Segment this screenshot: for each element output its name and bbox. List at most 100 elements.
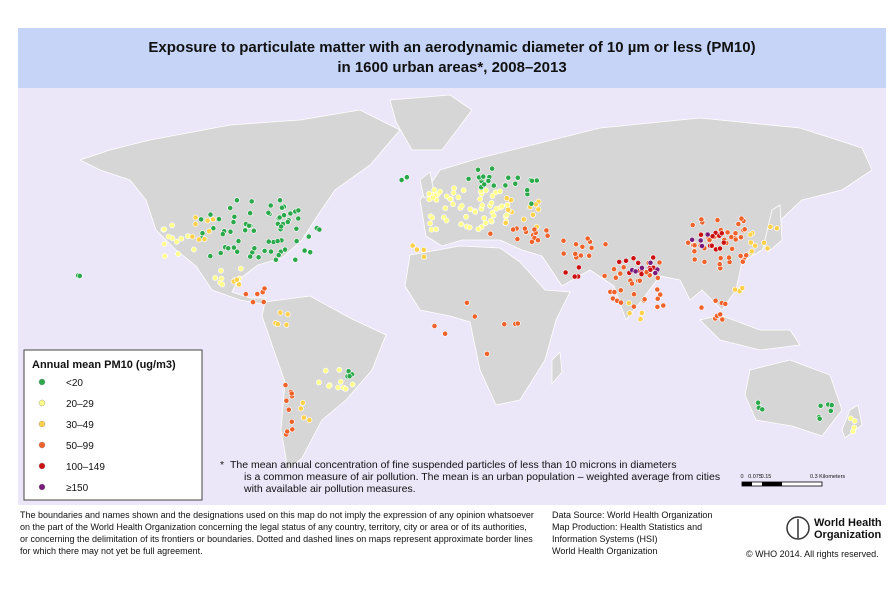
city-dot xyxy=(337,378,344,385)
city-dot xyxy=(472,208,479,215)
city-dot xyxy=(250,299,256,305)
city-dot xyxy=(717,245,723,252)
city-dot xyxy=(635,259,642,266)
city-dot xyxy=(654,295,661,302)
city-dot xyxy=(173,238,180,245)
city-dot xyxy=(654,274,661,281)
legend-label: ≥150 xyxy=(66,483,89,494)
city-dot xyxy=(274,321,281,327)
city-dot xyxy=(747,231,754,238)
city-dot xyxy=(283,321,290,328)
city-dot xyxy=(739,258,746,265)
city-dot xyxy=(584,235,591,242)
city-dots xyxy=(75,165,858,438)
japan xyxy=(763,204,783,253)
city-dot xyxy=(431,186,438,193)
city-dot xyxy=(636,277,643,284)
city-dot xyxy=(458,221,464,228)
city-dot xyxy=(431,323,438,329)
city-dot xyxy=(650,254,657,261)
city-dot xyxy=(576,264,582,271)
city-dot xyxy=(413,246,420,253)
data-source-line: Data Source: World Health Organization xyxy=(552,510,712,520)
city-dot xyxy=(759,406,766,413)
city-dot xyxy=(465,175,472,182)
scale-label: 0 xyxy=(740,474,743,480)
city-dot xyxy=(512,180,519,187)
city-dot xyxy=(484,350,490,357)
city-dot xyxy=(442,330,448,337)
city-dot xyxy=(420,246,427,253)
city-dot xyxy=(752,242,758,249)
city-dot xyxy=(284,311,291,318)
city-dot xyxy=(307,249,314,256)
city-dot xyxy=(738,215,745,222)
city-dot xyxy=(501,321,508,328)
city-dot xyxy=(398,177,405,183)
city-dot xyxy=(719,316,726,323)
city-dot xyxy=(248,198,255,205)
city-dot xyxy=(316,226,323,233)
city-dot xyxy=(601,272,608,279)
scale-label: 0.075 xyxy=(748,474,762,480)
city-dot xyxy=(631,291,637,298)
city-dot xyxy=(250,227,257,234)
city-dot xyxy=(497,188,503,195)
city-dot xyxy=(689,236,695,243)
city-dot xyxy=(283,397,290,404)
city-dot xyxy=(524,187,531,193)
city-dot xyxy=(165,233,172,240)
city-dot xyxy=(210,225,217,232)
city-dot xyxy=(588,244,595,251)
city-dot xyxy=(489,192,496,199)
city-dot xyxy=(192,214,199,221)
madagascar xyxy=(551,351,563,386)
city-dot xyxy=(254,291,261,297)
city-dot xyxy=(161,226,168,233)
city-dot xyxy=(242,291,249,297)
city-dot xyxy=(475,226,482,233)
city-dot xyxy=(851,418,858,424)
city-dot xyxy=(626,300,632,306)
city-dot xyxy=(503,195,510,202)
city-dot xyxy=(463,213,469,220)
city-dot xyxy=(652,270,659,276)
city-dot xyxy=(260,299,267,305)
city-dot xyxy=(483,187,489,194)
city-dot xyxy=(617,287,624,294)
legend-swatch xyxy=(38,483,46,491)
city-dot xyxy=(204,217,211,224)
city-dot xyxy=(274,238,281,244)
scale-label: 0.15 xyxy=(761,474,772,480)
city-dot xyxy=(261,247,268,254)
city-dot xyxy=(403,174,410,181)
city-dot xyxy=(471,313,478,320)
city-dot xyxy=(708,242,715,249)
city-dot xyxy=(660,302,667,309)
city-dot xyxy=(442,205,449,212)
city-dot xyxy=(233,197,240,204)
city-dot xyxy=(251,245,258,252)
city-dot xyxy=(616,258,623,265)
disclaimer-line: for which there may not yet be full agre… xyxy=(20,546,203,556)
city-dot xyxy=(487,230,494,237)
city-dot xyxy=(505,206,512,213)
city-dot xyxy=(847,415,854,422)
city-dot xyxy=(255,254,262,261)
city-dot xyxy=(747,239,754,246)
city-dot xyxy=(261,285,268,292)
city-dot xyxy=(178,235,185,242)
city-dot xyxy=(305,233,312,240)
city-dot xyxy=(488,199,495,206)
city-dot xyxy=(637,316,644,322)
city-dot xyxy=(225,245,232,252)
city-dot xyxy=(514,174,521,181)
city-dot xyxy=(161,241,168,247)
city-dot xyxy=(289,426,296,433)
city-dot xyxy=(277,309,284,316)
scale-bar-segment xyxy=(762,482,782,486)
logo-text: Organization xyxy=(814,529,882,541)
city-dot xyxy=(499,203,505,210)
city-dot xyxy=(626,310,633,317)
city-dot xyxy=(285,406,292,413)
